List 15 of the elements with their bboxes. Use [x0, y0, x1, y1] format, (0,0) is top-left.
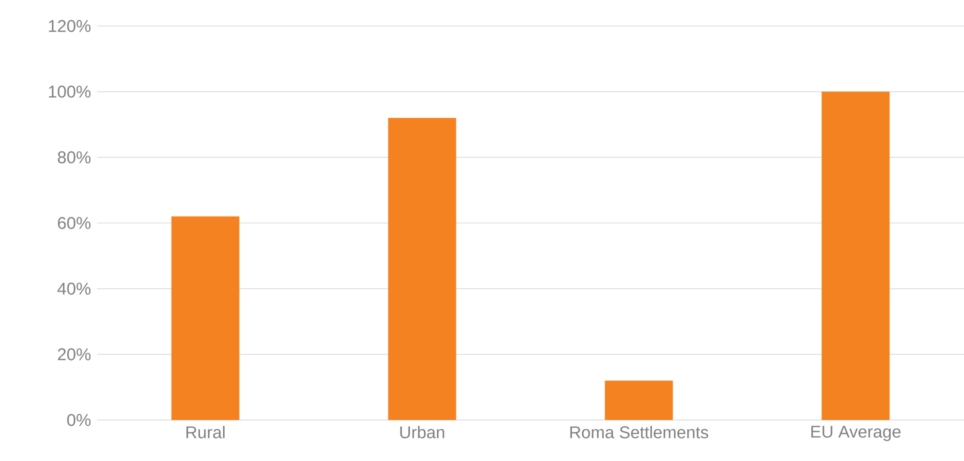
y-tick-label: 40%	[58, 282, 91, 295]
y-tick-label: 80%	[58, 151, 91, 164]
bar	[604, 380, 673, 420]
x-tick-label: Rural	[186, 426, 225, 438]
bar	[388, 118, 456, 420]
x-tick-label: Roma Settlements	[570, 426, 708, 438]
y-tick-label: 60%	[58, 216, 91, 230]
y-tick-label: 120%	[48, 20, 91, 32]
x-tick-label: Urban	[400, 426, 444, 438]
y-tick-label: 20%	[58, 348, 91, 360]
bar	[171, 216, 240, 420]
y-tick-label: 100%	[48, 86, 91, 98]
x-tick-label: EU Average	[811, 426, 901, 442]
y-tick-label: 0%	[67, 414, 91, 426]
bar	[822, 92, 890, 420]
